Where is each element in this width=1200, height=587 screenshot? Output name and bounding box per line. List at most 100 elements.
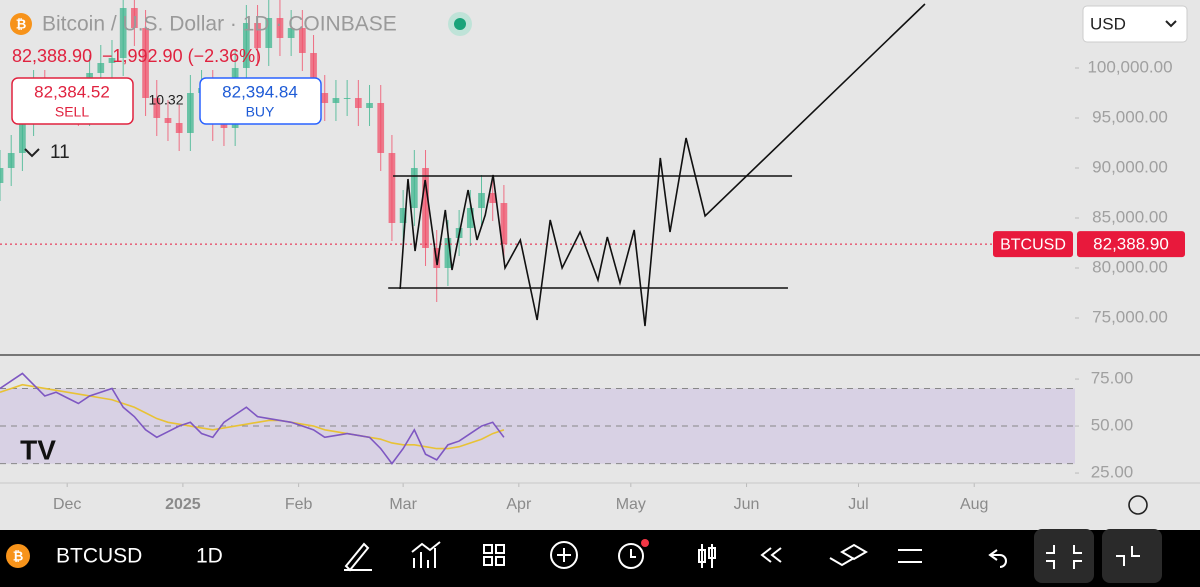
candle-body <box>354 98 362 108</box>
candle-body <box>310 53 317 93</box>
candle-body <box>298 28 306 53</box>
y-tick-label: 95,000.00 <box>1092 107 1168 126</box>
buy-price: 82,394.84 <box>222 82 298 101</box>
candle-body <box>332 98 340 103</box>
candle-body <box>388 153 396 223</box>
settings-icon[interactable] <box>1128 495 1148 515</box>
toolbar-interval[interactable]: 1D <box>196 545 223 568</box>
settings-sliders[interactable] <box>898 549 922 563</box>
x-tick-label: Mar <box>389 496 417 513</box>
alert-hands <box>630 549 636 558</box>
rsi-tick-label: 75.00 <box>1091 369 1134 388</box>
fullscreen-button[interactable] <box>1034 529 1094 583</box>
y-tick-label: 75,000.00 <box>1092 307 1168 326</box>
sell-button[interactable] <box>11 77 134 125</box>
candle-body <box>164 118 172 123</box>
candle-body <box>478 193 485 208</box>
candle-body <box>7 153 15 168</box>
x-tick-label: Aug <box>960 496 988 513</box>
toolbar-icons <box>344 541 1007 572</box>
currency-select[interactable] <box>1082 5 1188 43</box>
candle-body <box>254 23 261 48</box>
candle-body <box>410 168 418 208</box>
x-tick-label: Jul <box>848 496 868 513</box>
chart-type-icon[interactable] <box>698 544 716 568</box>
buy-button[interactable] <box>199 77 322 125</box>
candle-body <box>489 193 497 203</box>
draw-icon[interactable] <box>344 542 372 572</box>
symbol-title: Bitcoin / U.S. Dollar · 1D · COINBASE <box>42 13 397 36</box>
toolbar-coin-glyph: ₿ <box>13 548 24 563</box>
candle-body <box>399 208 407 223</box>
rsi-pane <box>0 372 1075 465</box>
sell-label: SELL <box>55 104 89 120</box>
templates-icon[interactable] <box>483 544 505 566</box>
symbol-tag-label: BTCUSD <box>1000 236 1066 253</box>
candle-body <box>265 18 273 48</box>
sell-price: 82,384.52 <box>34 82 110 101</box>
candle-body <box>108 58 116 63</box>
x-tick-label: 2025 <box>165 496 201 513</box>
coin-icon <box>10 13 32 35</box>
candle-body <box>287 28 295 38</box>
candle-body <box>276 18 284 38</box>
coin-glyph: ₿ <box>16 16 27 31</box>
indicator-count: 11 <box>50 142 70 163</box>
indicators-icon[interactable] <box>411 541 441 568</box>
candle-body <box>500 203 508 244</box>
price-tag-label: 82,388.90 <box>1093 235 1169 254</box>
candle-body <box>153 98 161 118</box>
candle-body <box>422 168 429 248</box>
candle-body <box>175 123 183 133</box>
market-status-dot <box>454 18 466 30</box>
collapse-icon <box>1046 545 1082 569</box>
candle-body <box>131 8 138 28</box>
symbol-tag <box>993 231 1073 258</box>
toolbar <box>0 530 1200 587</box>
candle-body <box>242 23 250 68</box>
add-icon[interactable] <box>550 541 578 569</box>
x-tick-label: Dec <box>53 496 81 513</box>
price-change: −1,992.90 (−2.36%) <box>102 46 261 66</box>
candle-body <box>142 28 149 98</box>
candle-body <box>19 118 26 153</box>
last-price: 82,388.90 <box>12 46 92 66</box>
candle-body <box>97 63 105 73</box>
candle-body <box>444 238 452 268</box>
layers-icon[interactable] <box>829 543 868 567</box>
y-tick-label: 90,000.00 <box>1092 157 1168 176</box>
toolbar-symbol[interactable]: BTCUSD <box>56 545 142 568</box>
rsi-tick-label: 25.00 <box>1091 463 1134 482</box>
candle-body <box>220 123 228 128</box>
collapse-chevron[interactable] <box>24 148 40 158</box>
price-tag <box>1077 231 1185 258</box>
rsi-tick-label: 50.00 <box>1091 416 1134 435</box>
candle-body <box>321 93 329 103</box>
rsi-line <box>0 372 505 465</box>
candle-body <box>187 93 194 133</box>
x-tick-label: Jun <box>734 496 760 513</box>
add-plus <box>557 548 571 562</box>
axes: 75,000.00 80,000.00 85,000.00 90,000.00 95,0… <box>53 57 1185 513</box>
crosshair-icon <box>1116 546 1140 566</box>
alert-icon[interactable] <box>618 543 644 569</box>
candle-body <box>119 8 127 58</box>
y-tick-label: 80,000.00 <box>1092 257 1168 276</box>
x-tick-label: Feb <box>285 496 313 513</box>
candle-body <box>366 103 373 108</box>
rsi-line <box>0 383 505 450</box>
candle-body <box>466 208 474 228</box>
spread: 10.32 <box>148 92 183 108</box>
y-tick-label: 85,000.00 <box>1092 207 1168 226</box>
replay-icon[interactable] <box>760 547 782 563</box>
candle-body <box>377 103 385 153</box>
x-tick-label: Apr <box>506 496 532 513</box>
dropdown-arrow <box>1165 20 1177 28</box>
undo-icon[interactable] <box>988 549 1007 568</box>
alert-badge <box>641 539 649 547</box>
currency: USD <box>1090 14 1126 33</box>
drawing-zigzag <box>399 3 926 327</box>
candle-body <box>343 98 351 99</box>
